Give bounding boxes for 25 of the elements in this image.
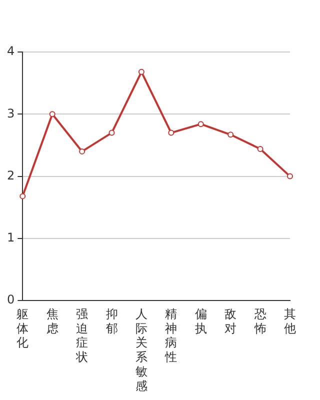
y-tick-label: 0 [6, 292, 15, 307]
x-tick-label: 偏执 [194, 306, 207, 336]
point [138, 68, 144, 75]
point [49, 111, 56, 118]
y-tick-label: 3 [6, 106, 15, 120]
x-tick-label: 抑郁 [106, 306, 118, 336]
x-tick-label: 躯体化 [16, 306, 29, 350]
point [168, 130, 174, 136]
x-tick-label: 焦虑 [46, 306, 58, 336]
x-tick-label: 精神病性 [164, 306, 178, 364]
y-tick-label: 2 [6, 168, 15, 182]
x-tick-label: 人际关系敏感 [135, 306, 148, 393]
point [20, 193, 26, 200]
x-tick-label: 强迫症状 [75, 306, 88, 364]
y-tick-label: 4 [6, 44, 15, 58]
point [79, 148, 86, 154]
x-tick-label: 其他 [284, 306, 296, 336]
point [108, 130, 115, 136]
point [228, 132, 234, 138]
x-tick-label: 恐怖 [253, 306, 266, 336]
point [287, 173, 293, 180]
x-tick-label: 敌对 [224, 306, 237, 336]
point [198, 121, 204, 128]
point [257, 146, 264, 152]
y-tick-label: 1 [6, 230, 15, 245]
